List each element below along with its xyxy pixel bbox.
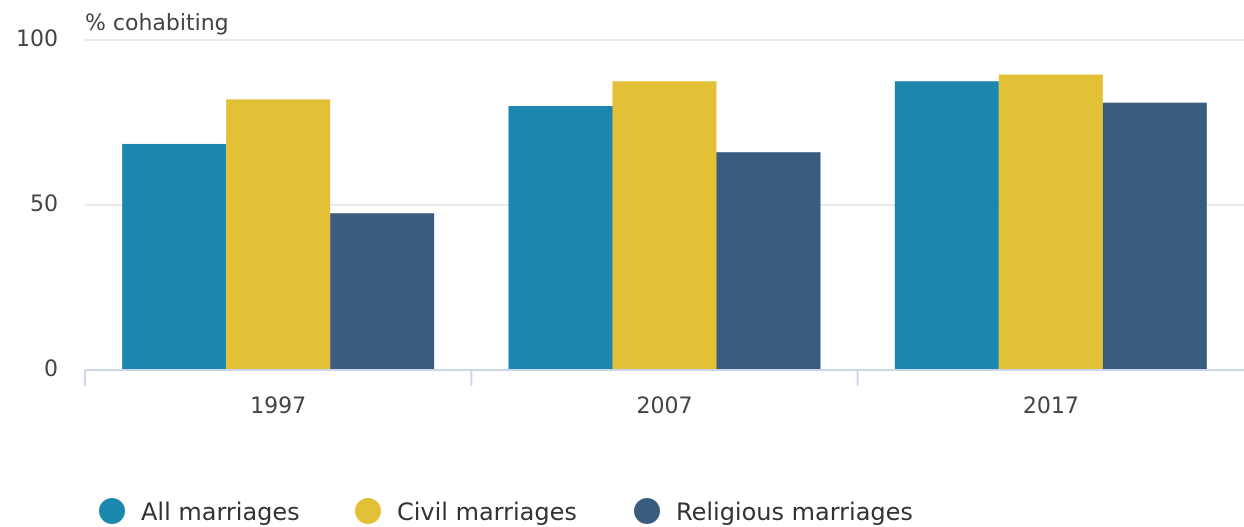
- x-tick-label: 2017: [1023, 394, 1079, 419]
- bar: [998, 74, 1103, 371]
- bar: [122, 143, 227, 370]
- bar: [508, 106, 613, 370]
- bar: [330, 213, 435, 370]
- legend-label[interactable]: Civil marriages: [397, 498, 577, 526]
- bar: [716, 152, 821, 370]
- bar: [612, 81, 717, 370]
- legend-marker[interactable]: [634, 498, 660, 524]
- bar: [1102, 102, 1207, 370]
- y-axis-label: % cohabiting: [85, 11, 229, 36]
- legend-marker[interactable]: [99, 498, 125, 524]
- bar: [894, 81, 999, 370]
- x-tick-label: 1997: [250, 394, 306, 419]
- y-tick-label: 100: [16, 27, 58, 52]
- y-tick-label: 0: [44, 357, 58, 382]
- legend-marker[interactable]: [355, 498, 381, 524]
- legend-label[interactable]: Religious marriages: [676, 498, 913, 526]
- bar: [226, 99, 331, 371]
- legend-label[interactable]: All marriages: [141, 498, 300, 526]
- y-tick-label: 50: [30, 192, 58, 217]
- x-tick-label: 2007: [637, 394, 693, 419]
